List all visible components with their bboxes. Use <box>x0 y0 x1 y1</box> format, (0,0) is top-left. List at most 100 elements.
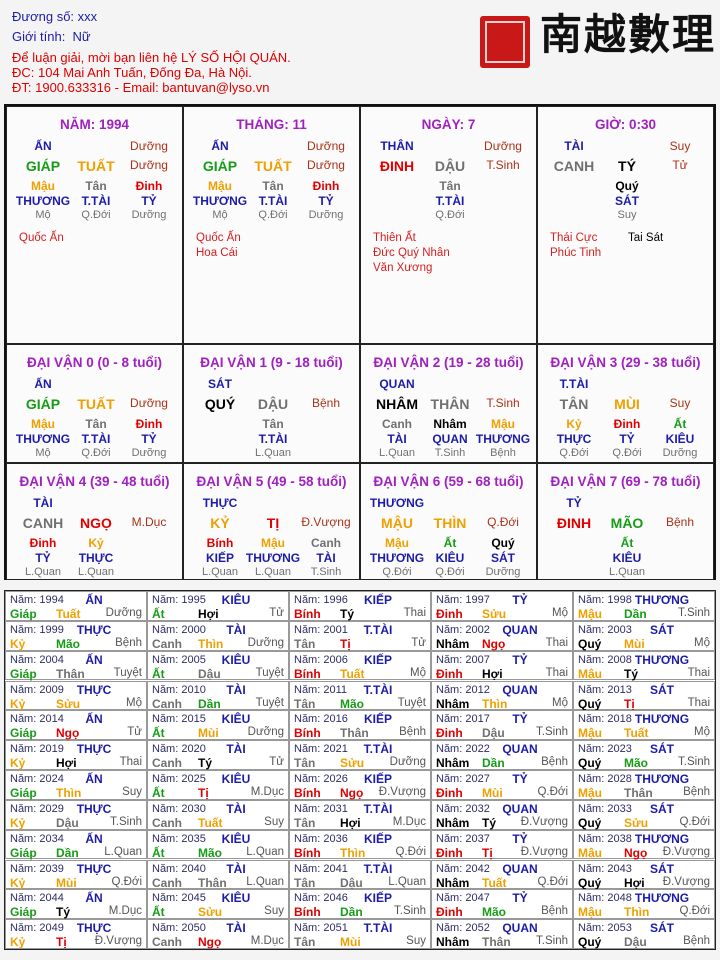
ten-god: KIẾP <box>363 772 393 786</box>
year-cell: Năm: 2010 TÀI Canh Dần Tuyệt <box>147 680 289 711</box>
ten-god: ẤN <box>85 772 103 786</box>
stem: Giáp <box>10 726 37 741</box>
life-stage: Bệnh <box>541 756 568 769</box>
hidden-stem: Ất <box>620 536 634 550</box>
year-cell: Năm: 2020 TÀI Canh Tý Tử <box>147 740 289 770</box>
hidden-stage: Mộ <box>35 209 51 221</box>
stem: Đinh <box>436 666 463 681</box>
hidden-stem: Tân <box>439 179 461 193</box>
life-stage: Dưỡng <box>307 139 345 153</box>
life-stage: Dưỡng <box>307 158 345 172</box>
hidden-stem: Mậu <box>261 536 285 550</box>
ten-god: KIÊU <box>221 831 251 846</box>
year-cell: Năm: 2002 QUAN Nhâm Ngọ Thai <box>431 620 573 651</box>
life-stage: Mộ <box>552 607 568 619</box>
hidden-god: T.TÀI <box>435 194 465 208</box>
year: Năm: 1998 <box>578 594 632 606</box>
branch: Tị <box>198 786 209 800</box>
stem: Giáp <box>10 786 37 800</box>
life-stage: L.Quan <box>246 845 284 858</box>
year-cell: Năm: 2042 QUAN Nhâm Tuất Q.Đới <box>431 859 573 890</box>
ten-god: THỰC <box>76 742 112 757</box>
year-cell: Năm: 2039 THỰC Kỷ Mùi Q.Đới <box>5 859 147 890</box>
year: Năm: 2018 <box>578 713 632 726</box>
hidden-stem: Mậu <box>208 179 232 193</box>
ten-god: THỰC <box>76 861 112 876</box>
pillar-box: ĐẠI VẬN 6 (59 - 68 tuổi) THƯƠNG MẬU THÌN Q.Đ… <box>360 463 537 580</box>
stem-branch: TUẤT <box>77 158 115 174</box>
branch: Hợi <box>624 875 645 890</box>
stem: Nhâm <box>436 696 470 711</box>
pillar-box: ĐẠI VẬN 1 (9 - 18 tuổi) SÁT QUÝ DẬU Bệnh Tân T… <box>183 344 360 463</box>
ten-god: THỰC <box>202 496 238 510</box>
branch: Thìn <box>624 905 650 920</box>
hidden-stem: Quý <box>491 536 515 550</box>
year-cell: Năm: 2029 THỰC Kỷ Dậu T.Sinh <box>5 799 147 830</box>
stem-branch: NGỌ <box>80 515 112 531</box>
year-cell: Năm: 2007 TỶ Đinh Hợi Thai <box>431 650 573 681</box>
stem: Bính <box>294 905 321 920</box>
hidden-stem: Mậu <box>385 536 409 550</box>
year: Năm: 2013 <box>578 683 632 696</box>
life-stage: Tuyệt <box>397 696 426 709</box>
year: Năm: 2052 <box>436 922 490 935</box>
stem-branch: TUẤT <box>254 158 292 174</box>
hidden-god: THƯƠNG <box>15 194 71 208</box>
life-stage: Bệnh <box>399 726 426 739</box>
ten-god: SÁT <box>208 377 232 391</box>
branch: Mão <box>198 845 222 860</box>
stem: Mậu <box>578 786 602 800</box>
star: Thiên Ất <box>373 232 416 244</box>
ten-god: SÁT <box>650 622 674 637</box>
box-title: ĐẠI VẬN 4 (39 - 48 tuổi) <box>19 474 170 489</box>
year: Năm: 2047 <box>436 892 490 905</box>
contact: Để luận giải, mời bạn liên hệ LÝ SỐ HỘI … <box>12 50 291 65</box>
year-cell: Năm: 2025 KIÊU Ất Tị M.Dục <box>147 770 289 800</box>
pillar-box: ĐẠI VẬN 5 (49 - 58 tuổi) THỰC KỶ TỊ Đ.Vượng B… <box>183 463 360 580</box>
hidden-god: THỰC <box>78 551 114 565</box>
life-stage: Mộ <box>410 666 426 679</box>
pillar-box: NĂM: 1994 ẤN Dưỡng GIÁP TUẤT Dưỡng Mậu Tân Đinh T… <box>6 106 183 344</box>
branch: Thân <box>482 935 511 950</box>
hidden-stage: Dưỡng <box>308 209 344 221</box>
hidden-god: THƯƠNG <box>475 432 531 446</box>
stem: Ất <box>152 666 165 681</box>
year: Năm: 2050 <box>152 922 206 935</box>
year-cell: Năm: 2001 T.TÀI Tân Tị Tử <box>289 620 431 651</box>
year-table: Năm: 1994 ẤN Giáp Tuất Dưỡng Năm: 1995 KIÊU Ất H… <box>4 590 716 950</box>
hidden-stem: Ất <box>443 536 457 550</box>
branch: Tuất <box>624 726 649 741</box>
hidden-god: TỶ <box>35 551 51 565</box>
stem-branch: KỶ <box>210 515 230 531</box>
ten-god: THƯƠNG <box>634 831 690 846</box>
life-stage: Suy <box>264 815 284 828</box>
hidden-stage: L.Quan <box>254 566 292 578</box>
stem: Canh <box>152 935 182 950</box>
ten-god: T.TÀI <box>363 622 393 637</box>
hidden-god: QUAN <box>432 432 468 446</box>
branch: Dậu <box>624 935 647 950</box>
life-stage: Tử <box>269 756 284 769</box>
stem: Tân <box>294 875 316 890</box>
year-cell: Năm: 2047 TỶ Đinh Mão Bệnh <box>431 889 573 920</box>
ten-god: QUAN <box>502 861 538 876</box>
year: Năm: 2019 <box>10 743 64 756</box>
life-stage: T.Sinh <box>110 815 142 828</box>
year-cell: Năm: 2014 ẤN Giáp Ngọ Tử <box>5 710 147 741</box>
year-cell: Năm: 2036 KIẾP Bính Thìn Q.Đới <box>289 829 431 860</box>
life-stage: Đ.Vượng <box>94 935 142 948</box>
hidden-stem: Đinh <box>613 417 641 431</box>
ten-god: TỶ <box>512 712 528 727</box>
ten-god: THỰC <box>76 682 112 697</box>
ten-god: KIÊU <box>221 772 251 786</box>
branch: Thân <box>56 666 85 681</box>
hidden-stem: Tân <box>262 179 284 193</box>
phone: ĐT: 1900.633316 - Email: bantuvan@lyso.v… <box>12 80 270 95</box>
year: Năm: 2007 <box>436 653 490 666</box>
year-cell: Năm: 1999 THỰC Kỷ Mão Bệnh <box>5 620 147 651</box>
stem: Tân <box>294 815 316 830</box>
ten-god: TÀI <box>226 921 246 936</box>
year-cell: Năm: 2045 KIÊU Ất Sửu Suy <box>147 889 289 920</box>
stem: Tân <box>294 756 316 771</box>
life-stage: Dưỡng <box>247 726 284 739</box>
